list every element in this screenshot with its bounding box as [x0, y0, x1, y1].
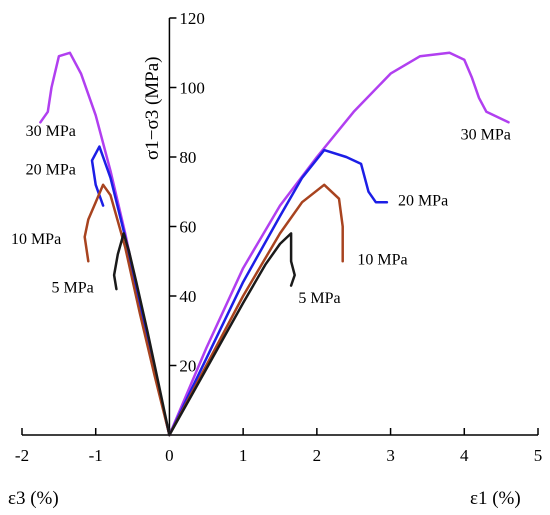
x-tick-label: 0	[165, 446, 174, 465]
series-label-right: 10 MPa	[357, 252, 407, 269]
x-tick-label: -1	[89, 446, 103, 465]
x-tick-label: 2	[313, 446, 322, 465]
x-axis-title-left: ε3 (%)	[8, 488, 59, 509]
series-label-left: 5 MPa	[51, 280, 93, 297]
x-ticks: -2 -1 0 1 2 3 4 5	[15, 428, 542, 465]
series-label-left: 10 MPa	[11, 231, 61, 248]
series-line-axial-10-mpa	[168, 183, 344, 437]
series-label-right: 5 MPa	[298, 290, 340, 307]
series-label-left: 30 MPa	[26, 123, 76, 140]
axes: -2 -1 0 1 2 3 4 5 20 40 60 80 100 120	[15, 9, 542, 465]
y-tick-label: 40	[179, 287, 196, 306]
series-label-left: 20 MPa	[26, 161, 76, 178]
y-tick-label: 20	[179, 357, 196, 376]
y-tick-label: 60	[179, 218, 196, 237]
y-tick-label: 120	[179, 9, 205, 28]
series-line-axial-20-mpa	[168, 148, 389, 437]
y-ticks: 20 40 60 80 100 120	[169, 9, 205, 376]
x-tick-label: -2	[15, 446, 29, 465]
series-line-lateral-5-mpa	[112, 232, 171, 437]
y-tick-label: 100	[179, 79, 205, 98]
x-tick-label: 5	[534, 446, 543, 465]
series-line-axial-30-mpa	[168, 51, 510, 437]
series-label-right: 20 MPa	[398, 193, 448, 210]
x-axis-title-right: ε1 (%)	[470, 488, 521, 509]
series-label-right: 30 MPa	[461, 127, 511, 144]
x-tick-label: 4	[460, 446, 469, 465]
y-axis-title: σ1−σ3 (MPa)	[142, 57, 163, 161]
x-tick-label: 1	[239, 446, 248, 465]
series-line-lateral-10-mpa	[83, 183, 171, 437]
series-line-axial-5-mpa	[168, 232, 296, 437]
series-annotations: 30 MPa 20 MPa 10 MPa 5 MPa 30 MPa 20 MPa 10 MP…	[11, 123, 511, 307]
y-tick-label: 80	[179, 148, 196, 167]
x-tick-label: 3	[386, 446, 395, 465]
series-lines	[39, 51, 510, 437]
